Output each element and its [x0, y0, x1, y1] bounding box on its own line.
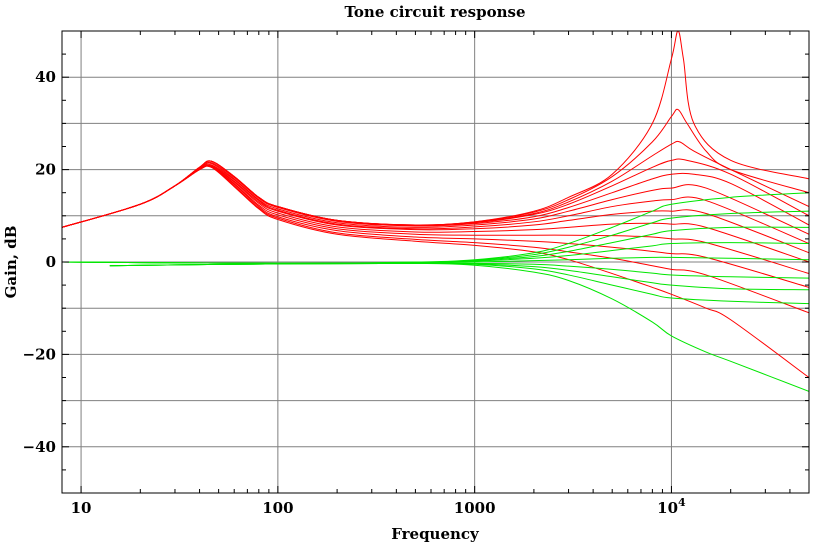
curve-layer: [62, 31, 809, 392]
x-tick-label: 104: [657, 496, 686, 517]
series-line-green-21: [109, 262, 809, 392]
y-tick-label: 0: [46, 253, 56, 271]
series-line-red-11: [62, 165, 809, 314]
y-tick-label: −20: [23, 345, 56, 363]
series-line-green-17: [62, 256, 809, 264]
series-line-green-13: [62, 192, 809, 264]
chart-title: Tone circuit response: [344, 3, 525, 21]
series-line-red-7: [62, 164, 809, 254]
tick-label-layer: 10 100 1000 104 40 20 0 −20 −40: [23, 68, 687, 517]
series-line-red-4: [62, 161, 809, 228]
series-line-green-20: [109, 262, 809, 305]
series-line-green-18: [109, 262, 809, 279]
y-tick-label: −40: [23, 438, 56, 456]
series-line-red-2: [62, 140, 809, 228]
series-line-red-6: [62, 163, 809, 244]
y-tick-label: 20: [35, 161, 56, 179]
series-line-green-16: [62, 242, 809, 264]
series-line-red-8: [62, 165, 809, 263]
y-axis-label: Gain, dB: [2, 226, 20, 299]
y-tick-label: 40: [35, 68, 56, 86]
series-line-red-5: [62, 162, 809, 235]
x-tick-label: 100: [262, 499, 293, 517]
series-line-red-12: [62, 165, 809, 378]
x-tick-label: 1000: [454, 499, 496, 517]
x-tick-label: 10: [71, 499, 92, 517]
series-line-red-1: [62, 108, 809, 228]
tick-layer: [62, 31, 810, 493]
x-axis-label: Frequency: [391, 525, 480, 543]
